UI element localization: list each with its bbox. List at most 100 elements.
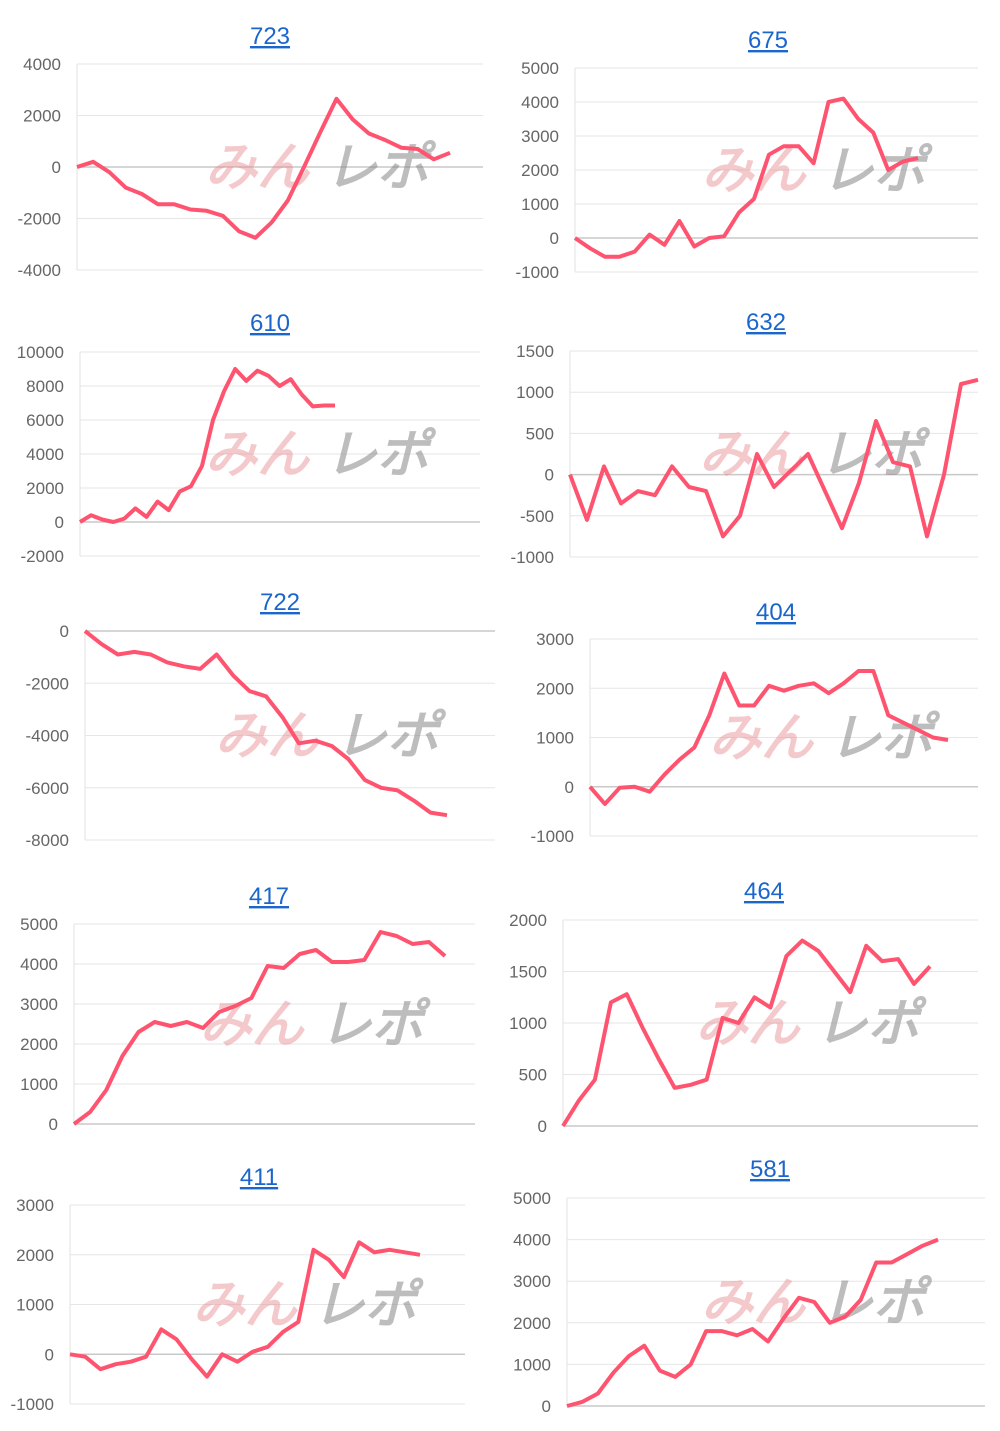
y-tick-label: -2000 [21, 547, 64, 566]
series-line [72, 930, 447, 1126]
y-tick-label: 500 [526, 424, 554, 443]
y-tick-label: 5000 [513, 1189, 551, 1208]
watermark-logo: レポ [816, 994, 928, 1054]
y-tick-label: 2000 [521, 161, 559, 180]
y-tick-label: 10000 [17, 343, 64, 362]
watermark-logo: みん [205, 425, 311, 485]
y-tick-label: 1000 [521, 195, 559, 214]
y-tick-label: 2000 [16, 1246, 54, 1265]
y-tick-label: 0 [60, 622, 69, 641]
chart-title-link[interactable]: 632 [746, 309, 786, 336]
y-tick-label: 1500 [516, 342, 554, 361]
y-tick-label: 1000 [20, 1075, 58, 1094]
chart-title-link[interactable]: 411 [240, 1164, 278, 1191]
chart-675: 675 5000 4000 3000 2000 1000 0 -1000 みん レポ [516, 27, 978, 282]
y-tick-label: 8000 [26, 377, 64, 396]
y-tick-label: 4000 [26, 445, 64, 464]
y-tick-label: 4000 [23, 55, 61, 74]
series-line [561, 938, 932, 1128]
chart-title-link[interactable]: 723 [250, 23, 290, 50]
y-tick-label: -2000 [26, 674, 69, 693]
y-tick-label: 4000 [20, 955, 58, 974]
watermark-logo: みん [696, 994, 802, 1054]
y-tick-label: 3000 [20, 995, 58, 1014]
y-tick-label: 2000 [536, 679, 574, 698]
y-tick-label: -1000 [11, 1395, 54, 1414]
series-line [78, 367, 335, 524]
y-tick-label: 0 [538, 1117, 547, 1136]
watermark-logo: レポ [325, 138, 437, 198]
y-tick-label: 1000 [509, 1014, 547, 1033]
series-line [69, 1240, 421, 1379]
chart-610: 610 10000 8000 6000 4000 2000 0 -2000 みん レポ [17, 310, 480, 566]
y-tick-label: 6000 [26, 411, 64, 430]
y-tick-label: 3000 [536, 630, 574, 649]
y-tick-label: 0 [55, 513, 64, 532]
y-tick-label: -4000 [18, 261, 61, 280]
y-tick-label: 2000 [20, 1035, 58, 1054]
y-tick-label: 1000 [516, 383, 554, 402]
y-tick-label: 2000 [513, 1314, 551, 1333]
chart-404: 404 3000 2000 1000 0 -1000 みん レポ [531, 599, 978, 846]
y-tick-label: 4000 [513, 1231, 551, 1250]
y-tick-label: 1000 [536, 729, 574, 748]
watermark-logo: みん [200, 995, 306, 1055]
y-tick-label: 1500 [509, 963, 547, 982]
watermark-logo: レポ [320, 995, 432, 1055]
chart-722: 722 0 -2000 -4000 -6000 -8000 みん レポ [26, 589, 495, 850]
watermark-logo: レポ [335, 707, 447, 767]
y-tick-label: 0 [565, 778, 574, 797]
watermark-logo: みん [709, 709, 815, 769]
y-tick-label: 0 [52, 158, 61, 177]
chart-title-link[interactable]: 722 [260, 589, 300, 616]
y-tick-label: 5000 [521, 59, 559, 78]
chart-title-link[interactable]: 581 [750, 1156, 790, 1183]
y-tick-label: 2000 [26, 479, 64, 498]
y-tick-label: -1000 [531, 827, 574, 846]
y-tick-label: 0 [542, 1397, 551, 1416]
chart-title-link[interactable]: 675 [748, 27, 788, 54]
y-tick-label: 3000 [513, 1272, 551, 1291]
y-tick-label: 4000 [521, 93, 559, 112]
y-tick-label: -1000 [516, 263, 559, 282]
y-tick-label: 0 [49, 1115, 58, 1134]
chart-417: 417 5000 4000 3000 2000 1000 0 みん レポ [20, 883, 475, 1134]
y-tick-label: 2000 [23, 107, 61, 126]
y-tick-label: -8000 [26, 831, 69, 850]
y-tick-label: -1000 [511, 548, 554, 567]
y-tick-label: 2000 [509, 911, 547, 930]
watermark-logo: レポ [821, 1273, 933, 1333]
watermark-logo: レポ [829, 709, 941, 769]
y-tick-label: -2000 [18, 210, 61, 229]
y-tick-label: 3000 [16, 1196, 54, 1215]
chart-464: 464 2000 1500 1000 500 0 みん レポ [509, 878, 978, 1136]
watermark-logo: みん [215, 707, 321, 767]
chart-title-link[interactable]: 610 [250, 310, 290, 337]
y-tick-label: 0 [545, 466, 554, 485]
watermark-logo: みん [701, 1273, 807, 1333]
chart-title-link[interactable]: 464 [744, 878, 784, 905]
watermark-logo: みん [702, 141, 808, 201]
chart-411: 411 3000 2000 1000 0 -1000 みん レポ [11, 1164, 465, 1414]
y-tick-label: 3000 [521, 127, 559, 146]
y-tick-label: 500 [519, 1066, 547, 1085]
watermark-logo: レポ [325, 425, 437, 485]
y-tick-label: 0 [550, 229, 559, 248]
y-tick-label: 5000 [20, 915, 58, 934]
y-tick-label: -4000 [26, 727, 69, 746]
y-tick-label: -6000 [26, 779, 69, 798]
y-tick-label: -500 [520, 507, 554, 526]
watermark-logo: レポ [822, 141, 934, 201]
y-tick-label: 1000 [16, 1296, 54, 1315]
series-line [76, 96, 451, 240]
chart-581: 581 5000 4000 3000 2000 1000 0 みん レポ [513, 1156, 985, 1416]
watermark-logo: みん [193, 1276, 299, 1336]
chart-title-link[interactable]: 417 [249, 883, 289, 910]
y-tick-label: 0 [45, 1345, 54, 1364]
series-line [573, 96, 919, 259]
watermark-logo: レポ [313, 1276, 425, 1336]
chart-title-link[interactable]: 404 [756, 599, 796, 626]
